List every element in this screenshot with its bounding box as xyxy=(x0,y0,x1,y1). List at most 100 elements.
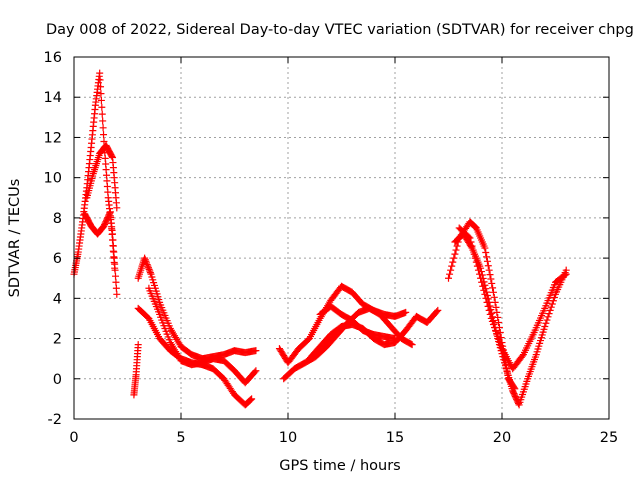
interpolated-point xyxy=(514,400,522,408)
data-point xyxy=(487,314,495,322)
x-tick-label: 10 xyxy=(279,430,297,446)
interpolated-point xyxy=(108,152,116,160)
data-point xyxy=(562,270,570,278)
y-tick-label: 8 xyxy=(53,211,62,227)
interpolated-point xyxy=(547,303,555,311)
data-point xyxy=(477,274,485,282)
data-point xyxy=(489,288,497,296)
data-point xyxy=(134,341,142,349)
interpolated-point xyxy=(473,262,481,270)
x-tick-label: 20 xyxy=(493,430,511,446)
x-tick-label: 0 xyxy=(69,430,78,446)
interpolated-point xyxy=(488,317,496,325)
interpolated-point xyxy=(143,259,151,267)
interpolated-point xyxy=(489,320,497,328)
x-tick-label: 25 xyxy=(600,430,618,446)
interpolated-point xyxy=(486,271,494,279)
interpolated-point xyxy=(482,294,490,302)
interpolated-point xyxy=(545,310,553,318)
interpolated-point xyxy=(141,256,149,264)
interpolated-point xyxy=(247,395,255,403)
y-tick-label: 2 xyxy=(53,332,62,348)
data-point xyxy=(248,395,256,403)
interpolated-point xyxy=(145,265,153,273)
interpolated-point xyxy=(451,250,459,258)
interpolated-point xyxy=(497,342,505,350)
interpolated-point xyxy=(112,278,120,286)
x-tick-labels: 0 5 10 15 20 25 xyxy=(69,430,618,446)
interpolated-point xyxy=(465,233,473,241)
data-point xyxy=(466,234,474,242)
interpolated-point xyxy=(486,310,494,318)
interpolated-point xyxy=(491,298,499,306)
interpolated-point xyxy=(483,257,491,265)
interpolated-point xyxy=(468,242,476,250)
interpolated-point xyxy=(492,303,500,311)
interpolated-point xyxy=(98,103,106,111)
interpolated-point xyxy=(480,286,488,294)
interpolated-point xyxy=(485,306,493,314)
interpolated-point xyxy=(488,279,496,287)
interpolated-point xyxy=(246,396,254,404)
interpolated-point xyxy=(479,282,487,290)
data-point xyxy=(434,306,442,314)
interpolated-point xyxy=(467,238,475,246)
y-tick-label: 16 xyxy=(44,50,62,66)
interpolated-point xyxy=(501,362,509,370)
interpolated-point xyxy=(482,248,490,256)
plot-frame xyxy=(73,56,610,420)
data-point xyxy=(113,204,121,212)
data-point xyxy=(391,335,399,343)
interpolated-point xyxy=(494,333,502,341)
data-point xyxy=(113,290,121,298)
interpolated-point xyxy=(112,272,120,280)
interpolated-point xyxy=(433,308,441,316)
interpolated-point xyxy=(146,269,154,277)
chart-title: Day 008 of 2022, Sidereal Day-to-day VTE… xyxy=(46,22,634,38)
interpolated-point xyxy=(448,262,456,270)
interpolated-point xyxy=(493,330,501,338)
interpolated-point xyxy=(99,124,107,132)
interpolated-point xyxy=(543,316,551,324)
interpolated-point xyxy=(100,131,108,139)
interpolated-point xyxy=(144,262,152,270)
interpolated-point xyxy=(494,313,502,321)
data-point xyxy=(402,308,410,316)
interpolated-point xyxy=(491,323,499,331)
interpolated-point xyxy=(97,90,105,98)
y-axis-label: SDTVAR / TECUs xyxy=(7,179,23,298)
x-tick-label: 15 xyxy=(386,430,404,446)
interpolated-point xyxy=(96,76,104,84)
interpolated-point xyxy=(484,262,492,270)
interpolated-point xyxy=(98,110,106,118)
data-point xyxy=(141,254,149,262)
interpolated-point xyxy=(470,250,478,258)
interpolated-point xyxy=(483,253,491,261)
interpolated-point xyxy=(97,83,105,91)
interpolated-point xyxy=(542,319,550,327)
data-points xyxy=(70,69,570,409)
interpolated-point xyxy=(490,293,498,301)
data-point xyxy=(111,264,119,272)
interpolated-point xyxy=(144,264,152,272)
x-axis-label: GPS time / hours xyxy=(279,458,400,474)
interpolated-point xyxy=(518,352,526,360)
interpolated-point xyxy=(495,336,503,344)
grid-lines xyxy=(74,57,609,419)
y-tick-labels: -2 0 2 4 6 8 10 12 14 16 xyxy=(44,50,62,428)
interpolated-point xyxy=(487,275,495,283)
interpolated-point xyxy=(481,290,489,298)
interpolated-point xyxy=(476,270,484,278)
y-tick-label: 10 xyxy=(44,171,62,187)
interpolated-point xyxy=(446,270,454,278)
y-tick-label: 0 xyxy=(53,372,62,388)
x-tick-label: 5 xyxy=(176,430,185,446)
interpolated-point xyxy=(471,254,479,262)
interpolated-point xyxy=(561,271,569,279)
data-point xyxy=(481,244,489,252)
data-point xyxy=(445,274,452,282)
data-point xyxy=(96,69,104,77)
data-point xyxy=(408,341,416,349)
interpolated-point xyxy=(99,117,107,125)
